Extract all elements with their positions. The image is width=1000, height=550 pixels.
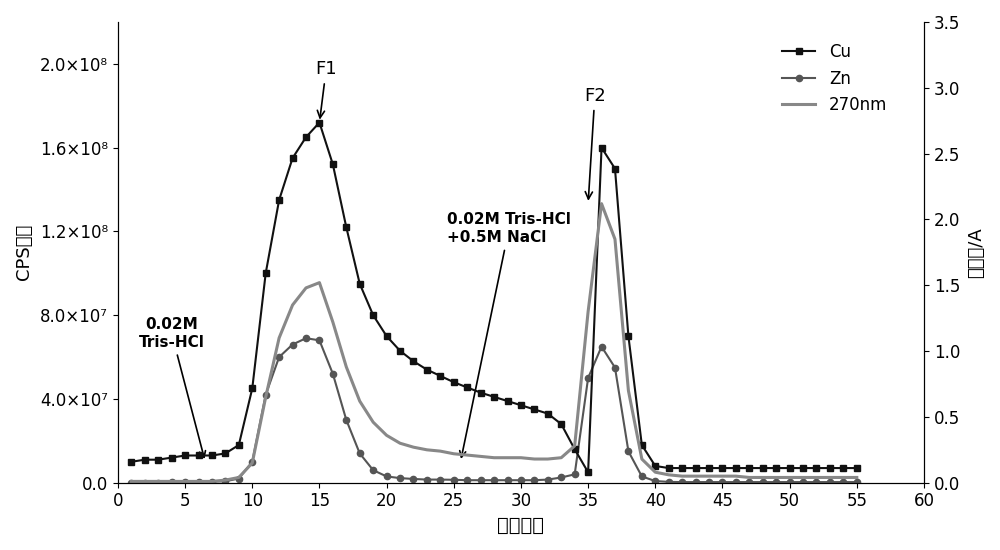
- Cu: [313, 119, 325, 126]
- Zn: [206, 478, 218, 485]
- Cu: [125, 459, 137, 465]
- Cu: [837, 465, 849, 471]
- Zn: [260, 392, 272, 398]
- 270nm: [260, 394, 272, 400]
- 270nm: [784, 474, 796, 481]
- Line: Zn: Zn: [128, 335, 860, 486]
- Cu: [206, 452, 218, 459]
- Zn: [300, 335, 312, 342]
- Cu: [582, 469, 594, 476]
- Cu: [260, 270, 272, 277]
- Line: Cu: Cu: [128, 119, 860, 475]
- Legend: Cu, Zn, 270nm: Cu, Zn, 270nm: [774, 35, 895, 122]
- Cu: [797, 465, 809, 471]
- Text: F2: F2: [584, 87, 606, 199]
- Cu: [407, 358, 419, 365]
- Text: 0.02M
Tris-HCl: 0.02M Tris-HCl: [139, 317, 205, 457]
- Zn: [125, 479, 137, 486]
- Cu: [851, 465, 863, 471]
- X-axis label: 试验管号: 试验管号: [497, 516, 544, 535]
- Zn: [837, 479, 849, 486]
- 270nm: [206, 478, 218, 485]
- Zn: [407, 476, 419, 482]
- Cu: [300, 134, 312, 140]
- Y-axis label: CPS计数: CPS计数: [15, 224, 33, 280]
- 270nm: [125, 478, 137, 485]
- Y-axis label: 吸光度/A: 吸光度/A: [967, 227, 985, 278]
- Zn: [851, 479, 863, 486]
- Line: 270nm: 270nm: [131, 204, 857, 481]
- 270nm: [596, 200, 608, 207]
- 270nm: [300, 284, 312, 291]
- 270nm: [851, 474, 863, 481]
- Text: F1: F1: [315, 60, 337, 118]
- Zn: [784, 479, 796, 486]
- Text: 0.02M Tris-HCl
+0.5M NaCl: 0.02M Tris-HCl +0.5M NaCl: [447, 212, 571, 457]
- 270nm: [394, 440, 406, 447]
- 270nm: [837, 474, 849, 481]
- Zn: [313, 337, 325, 344]
